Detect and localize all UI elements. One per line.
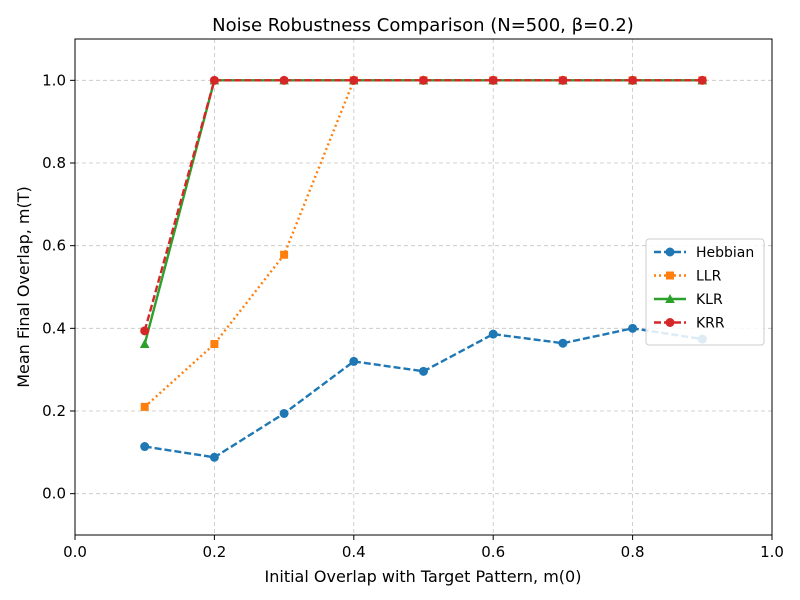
plot-frame <box>74 38 773 536</box>
chart-title: Noise Robustness Comparison (N=500, β=0.… <box>212 15 634 36</box>
krr-point <box>628 75 638 85</box>
y-tick-label: 1.0 <box>42 71 66 89</box>
legend-marker-krr <box>665 318 675 327</box>
llr-point <box>210 340 219 349</box>
legend-label-krr: KRR <box>696 316 725 332</box>
y-tick-label: 0.6 <box>42 237 66 255</box>
axis-ticks: 0.0 0.2 0.4 0.6 0.8 1.0 0.0 0.2 0.4 0.6 0.8 1.0 <box>42 71 784 561</box>
hebbian-point <box>488 329 498 339</box>
legend-marker-klr <box>665 294 675 303</box>
x-tick-label: 0.2 <box>202 543 226 561</box>
hebbian-point <box>628 323 638 333</box>
x-tick-label: 0.4 <box>342 543 366 561</box>
legend-marker-llr <box>666 271 674 280</box>
hebbian-point <box>209 452 219 462</box>
hebbian-point <box>140 442 150 452</box>
y-axis-label: Mean Final Overlap, m(T) <box>14 186 33 388</box>
legend: Hebbian LLR KLR KRR <box>645 238 765 346</box>
y-tick-label: 0.4 <box>42 319 66 337</box>
y-tick-label: 0.0 <box>42 485 66 503</box>
krr-point <box>419 75 428 85</box>
x-tick-label: 0.6 <box>481 543 505 561</box>
krr-point <box>488 75 498 85</box>
llr-point <box>280 250 289 259</box>
x-tick-label: 0.0 <box>63 543 87 561</box>
krr-line <box>143 79 703 332</box>
krr-point <box>140 326 150 336</box>
y-tick-label: 0.8 <box>42 154 66 172</box>
legend-label-llr: LLR <box>696 269 722 285</box>
series-layer <box>139 75 708 462</box>
hebbian-point <box>558 338 568 348</box>
legend-item-llr: LLR <box>654 269 722 285</box>
legend-item-klr: KLR <box>654 292 723 308</box>
x-axis-label: Initial Overlap with Target Pattern, m(0… <box>265 567 582 586</box>
krr-point <box>209 75 219 85</box>
krr-point <box>279 75 289 85</box>
klr-point <box>139 339 150 349</box>
legend-marker-hebbian <box>665 247 675 257</box>
legend-label-klr: KLR <box>696 292 723 308</box>
x-tick-label: 0.8 <box>621 543 645 561</box>
krr-point <box>349 75 359 85</box>
krr-point <box>697 75 707 85</box>
llr-point <box>140 402 149 411</box>
legend-item-krr: KRR <box>654 316 725 332</box>
krr-series <box>140 75 707 336</box>
krr-point <box>558 75 568 85</box>
y-tick-label: 0.2 <box>42 402 66 420</box>
legend-frame <box>645 238 765 346</box>
hebbian-point <box>349 356 359 366</box>
x-tick-label: 1.0 <box>760 543 784 561</box>
legend-item-hebbian: Hebbian <box>654 245 754 261</box>
legend-label-hebbian: Hebbian <box>696 245 754 261</box>
hebbian-point <box>279 408 289 418</box>
hebbian-point <box>419 366 428 376</box>
